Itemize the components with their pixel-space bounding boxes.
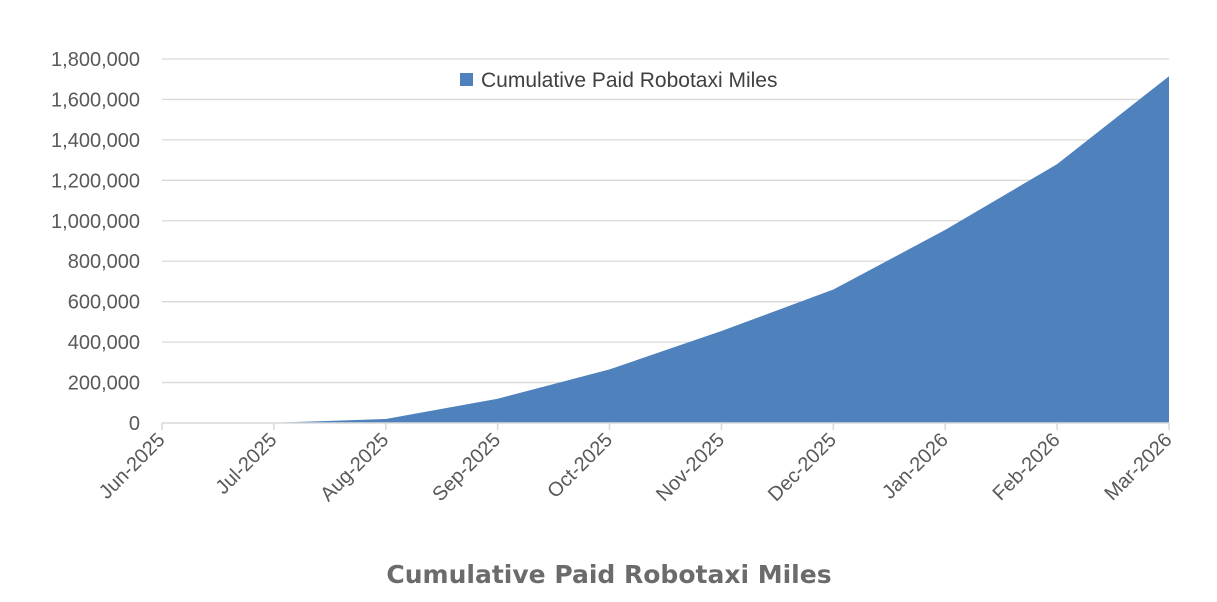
x-tick-label-5: Nov-2025: [652, 429, 729, 506]
y-tick-label-3: 600,000: [68, 292, 140, 314]
x-tick-label-1: Jul-2025: [212, 429, 282, 499]
x-tick-label-2: Aug-2025: [316, 429, 393, 506]
x-axis-tick-labels: Jun-2025 Jul-2025 Aug-2025 Sep-2025 Oct-2025…: [95, 429, 1177, 506]
x-tick-label-4: Oct-2025: [543, 429, 617, 503]
area-series-fill: [162, 76, 1169, 423]
y-tick-label-2: 400,000: [68, 332, 140, 354]
x-tick-label-9: Mar-2026: [1100, 429, 1176, 505]
legend-label: Cumulative Paid Robotaxi Miles: [481, 69, 777, 92]
y-tick-label-9: 1,800,000: [51, 49, 140, 71]
y-tick-label-6: 1,200,000: [51, 170, 140, 192]
y-tick-label-7: 1,400,000: [51, 130, 140, 152]
y-tick-label-8: 1,600,000: [51, 89, 140, 111]
y-tick-label-5: 1,000,000: [51, 211, 140, 233]
area-series: [162, 76, 1169, 423]
x-tick-label-8: Feb-2026: [989, 429, 1065, 505]
x-tick-label-7: Jan-2026: [878, 429, 953, 504]
y-axis-tick-labels: 0 200,000 400,000 600,000 800,000 1,000,000 1,…: [51, 49, 140, 435]
axes: [161, 422, 1170, 430]
x-tick-label-6: Dec-2025: [764, 429, 841, 506]
y-tick-label-0: 0: [129, 413, 140, 435]
y-tick-label-1: 200,000: [68, 373, 140, 395]
legend: Cumulative Paid Robotaxi Miles: [460, 69, 777, 92]
x-tick-label-3: Sep-2025: [428, 429, 505, 506]
gridlines: [162, 58, 1169, 384]
x-axis-title: Cumulative Paid Robotaxi Miles: [386, 560, 831, 589]
y-tick-label-4: 800,000: [68, 251, 140, 273]
legend-swatch: [460, 73, 473, 86]
x-tick-label-0: Jun-2025: [95, 429, 170, 504]
